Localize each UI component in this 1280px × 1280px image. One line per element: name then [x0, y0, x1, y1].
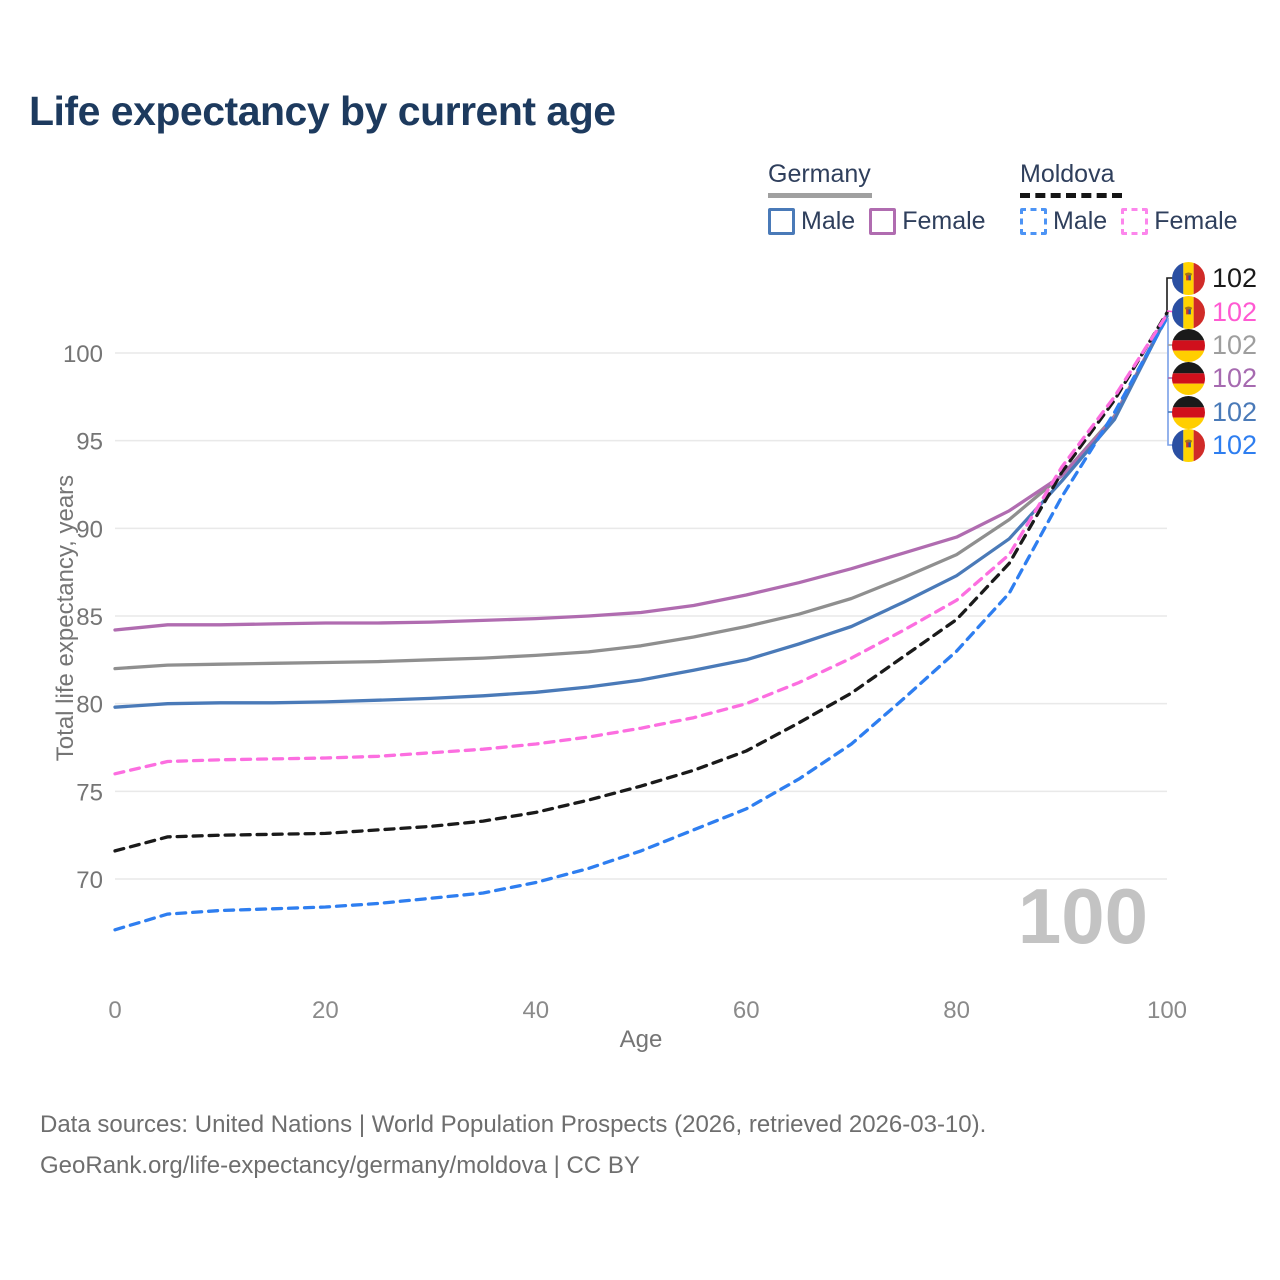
end-value: 102 — [1212, 329, 1258, 360]
germany-flag-icon — [1172, 361, 1205, 395]
y-tick-label: 80 — [76, 692, 103, 719]
germany-flag-icon — [1172, 395, 1205, 429]
end-label-moldova-female: 102 — [1172, 295, 1257, 329]
x-tick-label: 100 — [1147, 997, 1187, 1024]
legend-group-moldova: Moldova Male Female — [1020, 160, 1238, 236]
moldova-flag-icon — [1172, 428, 1205, 462]
germany-flag-icon — [1172, 328, 1205, 362]
x-tick-label: 80 — [943, 997, 970, 1024]
end-label-germany-total: 102 — [1172, 328, 1257, 362]
end-value: 102 — [1212, 429, 1258, 460]
end-value: 102 — [1212, 362, 1258, 393]
y-tick-label: 100 — [63, 341, 103, 368]
footer-line-1: Data sources: United Nations | World Pop… — [40, 1111, 987, 1138]
series-line-Moldova-total[interactable] — [113, 311, 1169, 853]
end-value: 102 — [1212, 396, 1258, 427]
legend-item-label: Female — [902, 207, 986, 235]
end-label-moldova-total: 102 — [1172, 261, 1257, 295]
legend-germany-title: Germany — [768, 160, 871, 188]
legend-moldova-title: Moldova — [1020, 160, 1115, 188]
series-line-Germany-total[interactable] — [113, 314, 1169, 671]
moldova-female-swatch-icon — [1121, 208, 1149, 235]
current-age-watermark: 100 — [1018, 872, 1148, 960]
legend-item-moldova-female[interactable]: Female — [1121, 207, 1238, 236]
legend-item-label: Male — [801, 207, 856, 235]
end-label-germany-male: 102 — [1172, 395, 1257, 429]
x-tick-label: 60 — [733, 997, 760, 1024]
y-tick-label: 90 — [76, 516, 103, 543]
data-source-footer: Data sources: United Nations | World Pop… — [40, 1104, 986, 1186]
germany-female-swatch-icon — [869, 208, 897, 235]
germany-male-swatch-icon — [768, 208, 795, 235]
legend-item-moldova-male[interactable]: Male — [1020, 207, 1107, 236]
germany-solid-line-sample — [768, 193, 872, 198]
end-value: 102 — [1212, 262, 1258, 293]
moldova-flag-icon — [1172, 295, 1205, 329]
series-line-Moldova-male[interactable] — [113, 316, 1169, 932]
legend-item-label: Male — [1053, 207, 1108, 235]
y-tick-label: 95 — [76, 429, 103, 456]
legend-item-label: Female — [1154, 207, 1238, 235]
moldova-flag-icon — [1172, 428, 1205, 462]
x-tick-label: 0 — [108, 997, 121, 1024]
y-tick-label: 75 — [76, 779, 103, 806]
germany-flag-icon — [1172, 395, 1205, 429]
x-axis-title: Age — [619, 1026, 663, 1053]
y-axis-title: Total life expectancy, years — [52, 474, 79, 762]
legend-group-germany: Germany Male Female — [768, 160, 986, 236]
y-tick-label: 85 — [76, 604, 103, 631]
moldova-flag-icon — [1172, 295, 1205, 329]
series-line-Germany-male[interactable] — [113, 314, 1169, 709]
germany-flag-icon — [1172, 361, 1205, 395]
legend-item-germany-male[interactable]: Male — [768, 207, 855, 236]
x-tick-label: 40 — [522, 997, 549, 1024]
moldova-dashed-line-sample — [1020, 193, 1122, 198]
end-value: 102 — [1212, 296, 1258, 327]
moldova-flag-icon — [1172, 261, 1205, 295]
moldova-male-swatch-icon — [1020, 208, 1047, 235]
x-tick-label: 20 — [312, 997, 339, 1024]
moldova-flag-icon — [1172, 261, 1205, 295]
series-line-Moldova-female[interactable] — [113, 312, 1169, 776]
end-label-moldova-male: 102 — [1172, 428, 1257, 462]
end-label-germany-female: 102 — [1172, 361, 1257, 395]
y-tick-label: 70 — [76, 867, 103, 894]
leader-line — [1166, 277, 1173, 312]
series-line-Germany-female[interactable] — [113, 312, 1169, 632]
germany-flag-icon — [1172, 328, 1205, 362]
footer-line-2: GeoRank.org/life-expectancy/germany/mold… — [40, 1152, 640, 1179]
page-title: Life expectancy by current age — [29, 88, 616, 134]
legend-item-germany-female[interactable]: Female — [869, 207, 986, 236]
